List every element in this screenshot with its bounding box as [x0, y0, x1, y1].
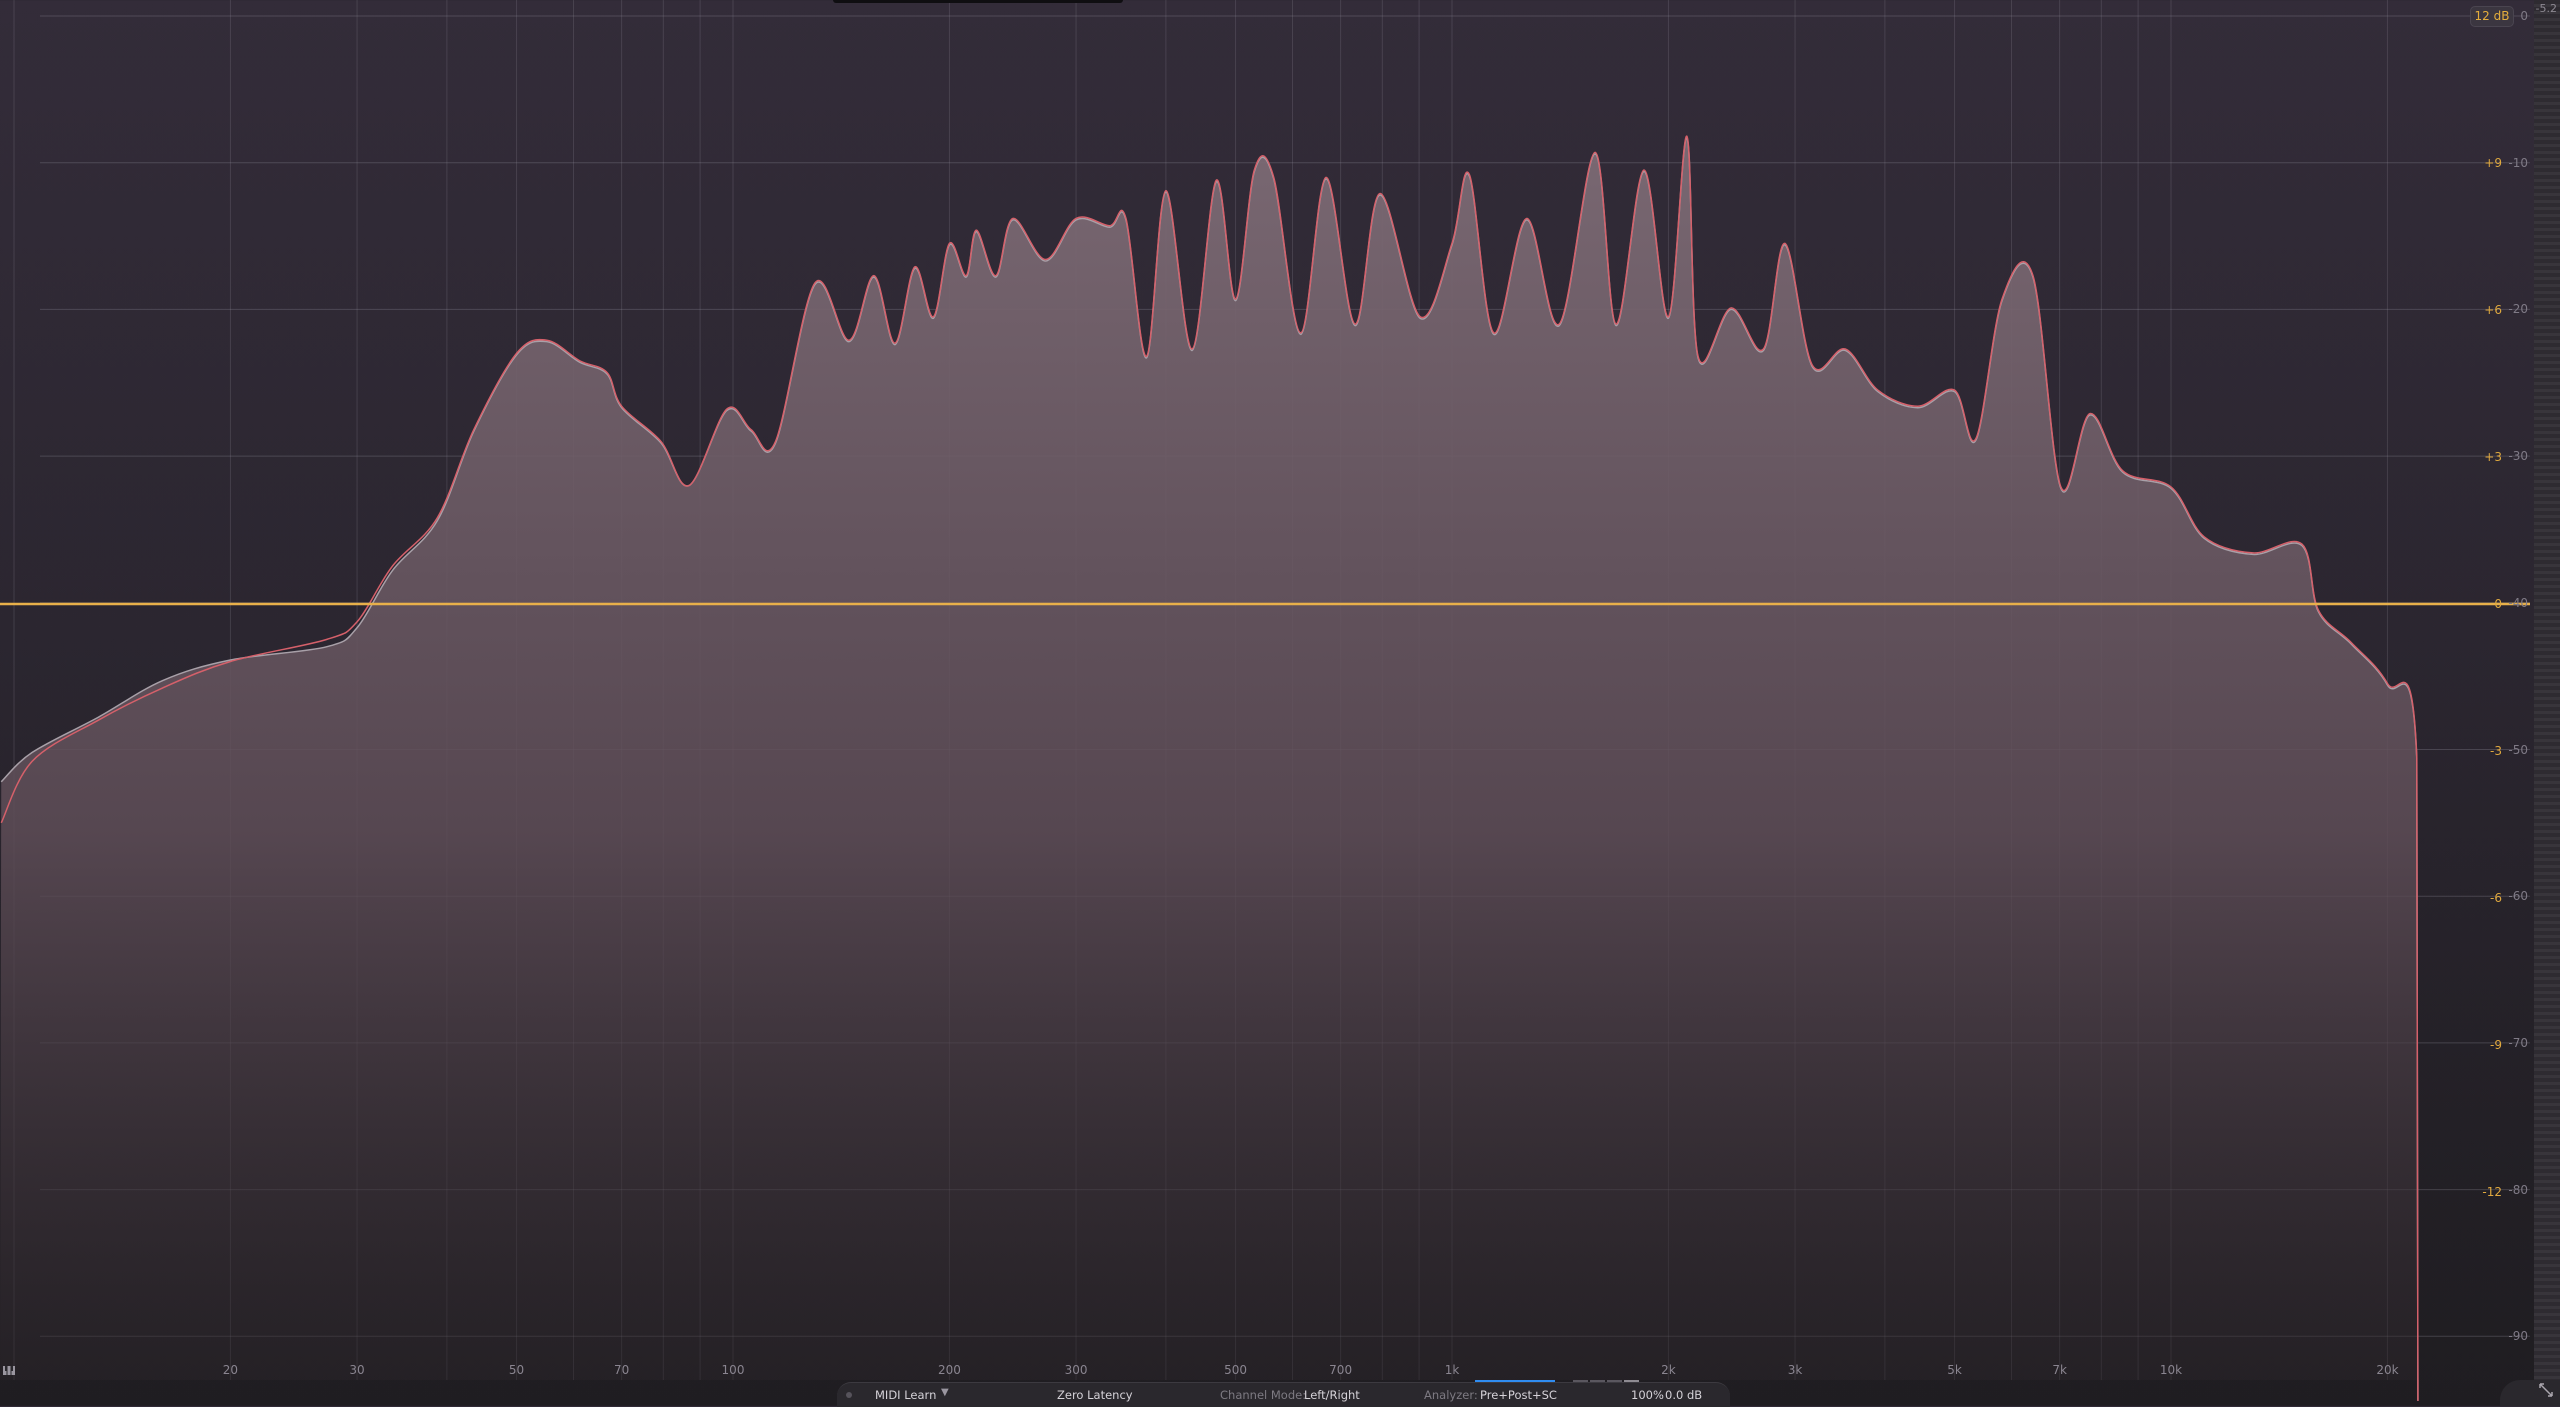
analyzer-db-tick-label: -60: [2508, 889, 2528, 904]
channel-mode-select[interactable]: Left/Right: [1304, 1388, 1360, 1402]
bottom-toolbar: MIDI Learn ▼ Zero Latency Channel Mode: …: [837, 1382, 1730, 1407]
eq-db-tick-label: -9: [2490, 1038, 2502, 1052]
piano-keys-icon[interactable]: [3, 1366, 15, 1375]
freq-tick-label: 20: [222, 1363, 239, 1377]
resize-arrows-icon[interactable]: [2538, 1382, 2554, 1398]
eq-db-tick-label: -6: [2490, 891, 2502, 905]
freq-tick-label: 300: [1064, 1363, 1088, 1377]
analyzer-db-tick-label: -30: [2508, 449, 2528, 464]
meter-peak-value[interactable]: -5.2: [2535, 2, 2557, 15]
gain-scale-segment: [1624, 1380, 1639, 1383]
analyzer-db-tick-label: -40: [2508, 595, 2528, 610]
chevron-down-icon[interactable]: ▼: [941, 1387, 949, 1398]
freq-tick-label: 50: [508, 1363, 525, 1377]
analyzer-db-tick-label: -70: [2508, 1035, 2528, 1050]
freq-tick-label: 1k: [1444, 1363, 1460, 1377]
display-range-button[interactable]: 12 dB: [2470, 6, 2514, 27]
midi-status-dot: [846, 1392, 852, 1398]
output-level-meter: -5.2: [2534, 0, 2560, 1380]
freq-tick-label: 700: [1329, 1363, 1353, 1377]
analyzer-active-indicator: [1475, 1380, 1555, 1383]
output-gain-value[interactable]: 0.0 dB: [1665, 1388, 1703, 1402]
channel-mode-label: Channel Mode:: [1220, 1388, 1307, 1402]
analyzer-db-tick-label: -10: [2508, 155, 2528, 170]
analyzer-db-tick-label: -50: [2508, 742, 2528, 757]
freq-tick-label: 2k: [1661, 1363, 1676, 1377]
spectrum-post-line: [0, 135, 2419, 1401]
eq-db-tick-label: +6: [2484, 303, 2502, 317]
gain-scale-segment: [1573, 1380, 1588, 1383]
freq-tick-label: 5k: [1947, 1363, 1962, 1377]
analyzer-db-tick-label: -20: [2508, 302, 2528, 317]
freq-tick-label: 10k: [2159, 1363, 2183, 1377]
eq-db-tick-label: +9: [2484, 156, 2502, 170]
freq-tick-label: 200: [937, 1363, 961, 1377]
latency-mode-button[interactable]: Zero Latency: [1057, 1388, 1133, 1402]
freq-tick-label: 30: [349, 1363, 365, 1377]
gain-scale-segment: [1607, 1380, 1622, 1383]
zoom-value[interactable]: 100%: [1631, 1388, 1664, 1402]
midi-learn-button[interactable]: MIDI Learn: [875, 1388, 937, 1402]
freq-tick-label: 70: [613, 1363, 630, 1377]
freq-tick-label: 7k: [2052, 1363, 2067, 1377]
top-panel-tab[interactable]: [833, 0, 1123, 3]
spectrum-pre-fill: [0, 137, 2418, 1401]
eq-db-tick-label: +3: [2484, 450, 2502, 464]
eq-db-tick-label: 0: [2494, 597, 2502, 611]
analyzer-mode-select[interactable]: Pre+Post+SC: [1480, 1388, 1557, 1402]
analyzer-db-tick-label: -80: [2508, 1182, 2528, 1197]
freq-tick-label: 3k: [1787, 1363, 1803, 1377]
freq-tick-label: 500: [1224, 1363, 1247, 1377]
freq-tick-label: 20k: [2376, 1363, 2399, 1377]
gain-scale-segment: [1590, 1380, 1605, 1383]
eq-db-tick-label: -12: [2482, 1185, 2502, 1199]
eq-db-tick-label: -3: [2490, 744, 2502, 758]
analyzer-db-tick-label: -90: [2508, 1329, 2528, 1344]
freq-tick-label: 100: [721, 1363, 745, 1377]
analyzer-label: Analyzer:: [1424, 1388, 1478, 1402]
analyzer-db-tick-label: 0: [2520, 9, 2528, 23]
